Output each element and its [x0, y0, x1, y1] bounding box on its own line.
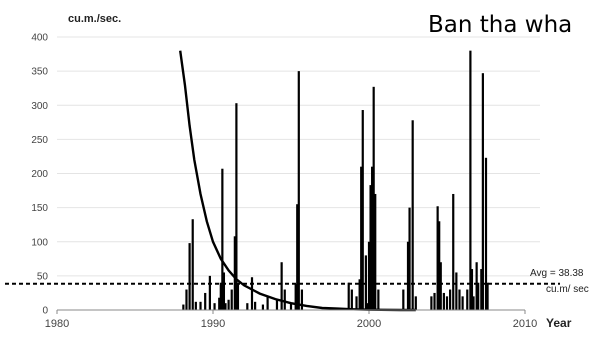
- bar-70: [481, 73, 484, 310]
- bar-63: [466, 289, 469, 310]
- bar-62: [461, 296, 464, 310]
- y-tick-label-400: 400: [31, 33, 48, 44]
- bar-8: [213, 303, 216, 310]
- bar-71: [484, 157, 488, 310]
- y-tick-label-300: 300: [31, 101, 48, 112]
- bar-20: [250, 277, 254, 310]
- bar-11: [221, 168, 224, 310]
- bar-57: [445, 296, 449, 310]
- y-axis-ticks: 0 50 100 150 200 250 300 350 400: [31, 33, 48, 317]
- bar-16: [233, 236, 236, 310]
- y-tick-label-250: 250: [31, 135, 48, 146]
- bar-54: [438, 221, 441, 310]
- bar-51: [430, 296, 433, 310]
- bar-35: [358, 279, 361, 310]
- bar-25: [280, 262, 283, 310]
- average-unit-label: cu.m/ sec: [546, 284, 589, 295]
- x-tick-label-2010: 2010: [513, 318, 537, 330]
- bar-24: [275, 299, 279, 310]
- bar-41: [369, 185, 372, 310]
- bar-64: [469, 50, 472, 311]
- bar-27: [289, 303, 293, 310]
- bar-50: [414, 296, 417, 310]
- bar-65: [470, 269, 474, 310]
- bar-2: [188, 243, 191, 310]
- y-tick-label-100: 100: [31, 237, 48, 248]
- decay-curve-layer: [179, 50, 416, 312]
- y-tick-label-50: 50: [37, 271, 49, 282]
- bar-53: [436, 206, 439, 310]
- bar-61: [458, 289, 461, 310]
- bar-36: [360, 166, 363, 310]
- bar-39: [366, 303, 369, 310]
- bar-72: [486, 282, 489, 310]
- y-tick-label-350: 350: [31, 67, 48, 78]
- bar-10: [219, 282, 222, 310]
- bar-31: [300, 289, 304, 310]
- bar-28: [294, 284, 297, 310]
- bar-23: [266, 296, 269, 310]
- bar-18: [236, 282, 240, 310]
- bar-22: [261, 304, 265, 310]
- discharge-bars: [182, 50, 489, 311]
- bar-0: [182, 304, 185, 310]
- bar-4: [194, 301, 197, 310]
- x-axis-ticks: 1980 1990 2000 2010: [45, 310, 537, 330]
- bar-42: [371, 166, 374, 310]
- bar-59: [452, 193, 455, 310]
- bar-15: [230, 289, 233, 310]
- bar-3: [191, 219, 194, 310]
- bar-5: [199, 301, 202, 310]
- bar-66: [472, 296, 475, 310]
- bar-44: [374, 193, 377, 310]
- bar-34: [355, 296, 358, 310]
- bar-69: [480, 269, 483, 310]
- chart-title: Ban tha wha: [428, 12, 572, 38]
- y-tick-label-0: 0: [42, 306, 48, 317]
- bar-9: [218, 297, 221, 310]
- bar-49: [411, 120, 414, 310]
- x-tick-label-1990: 1990: [201, 318, 225, 330]
- bar-17: [235, 103, 238, 310]
- y-tick-label-200: 200: [31, 169, 48, 180]
- average-label: Avg = 38.38: [530, 268, 584, 279]
- bar-14: [227, 299, 230, 310]
- bar-26: [283, 289, 286, 310]
- bar-47: [406, 241, 410, 310]
- bar-33: [350, 289, 353, 310]
- bar-30: [297, 71, 300, 310]
- y-axis-label: cu.m./sec.: [68, 13, 121, 25]
- bar-21: [254, 301, 257, 310]
- bar-46: [402, 289, 405, 310]
- bar-32: [347, 282, 350, 310]
- decay-curve: [179, 50, 416, 312]
- bar-58: [449, 289, 452, 310]
- x-axis-label: Year: [546, 316, 572, 330]
- x-tick-label-1980: 1980: [45, 318, 69, 330]
- x-tick-label-2000: 2000: [357, 318, 381, 330]
- bar-7: [208, 275, 211, 310]
- bar-37: [361, 110, 364, 310]
- bar-38: [364, 255, 367, 310]
- bar-13: [224, 303, 227, 310]
- bar-68: [477, 282, 480, 310]
- bar-29: [296, 204, 299, 310]
- bar-6: [204, 292, 207, 310]
- y-tick-label-150: 150: [31, 203, 48, 214]
- bar-60: [455, 272, 458, 310]
- bar-55: [439, 262, 442, 310]
- bar-12: [222, 272, 226, 310]
- bar-56: [442, 292, 445, 310]
- bar-45: [377, 289, 380, 310]
- bar-43: [372, 86, 375, 310]
- bar-19: [246, 303, 249, 310]
- bar-1: [185, 289, 188, 310]
- bar-52: [433, 292, 436, 310]
- bar-40: [367, 241, 371, 310]
- bar-67: [475, 262, 478, 310]
- bar-48: [408, 207, 411, 310]
